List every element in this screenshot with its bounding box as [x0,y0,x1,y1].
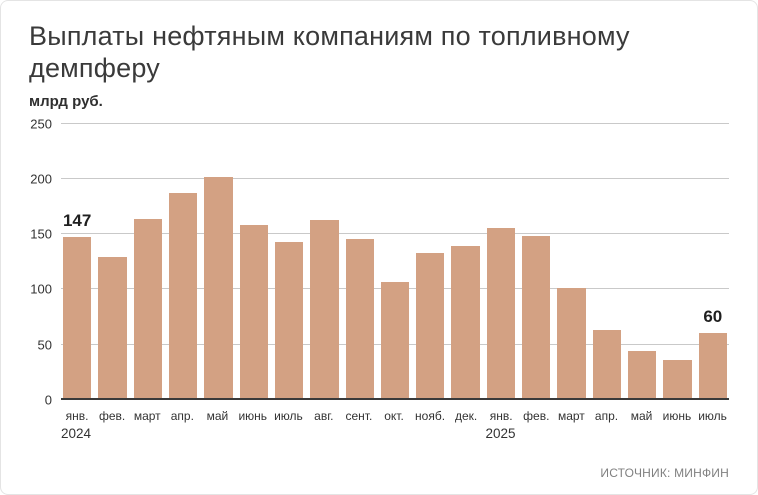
bar [416,252,445,400]
bar-slot [274,124,304,400]
bars: 147 60 [61,124,729,400]
x-axis-labels: янв. фев. март апр. май июнь июль авг. сент. окт.… [61,409,729,423]
x-tick-label: июнь [662,408,692,423]
bar-slot [133,124,162,400]
x-tick-label: окт. [384,408,404,423]
bar [451,246,480,400]
unit-label: млрд руб. [29,92,103,110]
bar-slot [557,124,586,400]
bar-slot [168,124,198,400]
bar-chart: 147 60 0 50 100 150 200 250 [30,116,729,407]
gridline [61,233,729,235]
bar [663,359,692,400]
x-tick-label: июнь [238,408,268,423]
x-tick-label: авг. [314,408,334,423]
x-tick-label: март [133,408,161,423]
bar [628,351,657,400]
bar-slot [345,124,374,400]
y-tick-label: 50 [37,337,52,353]
bar [592,330,621,400]
bar [168,193,198,400]
bar-slot [416,124,445,400]
bar [274,241,304,400]
y-tick-label: 0 [44,392,52,408]
bar-value-label: 147 [62,211,92,231]
x-tick-label: янв. [489,408,513,423]
bar [522,236,551,400]
year-labels: 2024 2025 [61,426,729,444]
x-tick-label: апр. [594,408,619,423]
bar-slot: 60 [698,124,727,400]
x-tick-label: июль [698,408,727,423]
bar-slot [380,124,410,400]
bar-slot [239,124,268,400]
bar [557,288,586,400]
x-axis-line [61,397,729,400]
bar-value-label: 60 [703,307,723,327]
y-tick-label: 150 [30,226,52,242]
bar-slot [204,124,233,400]
bar [239,225,268,400]
bar [380,281,410,400]
bar-slot [628,124,657,400]
x-tick-label: сент. [345,408,373,423]
bar [204,176,233,400]
y-tick-label: 250 [30,116,52,132]
y-tick-label: 200 [30,171,52,187]
bar [310,219,339,400]
bar [133,218,162,400]
bar-slot [592,124,621,400]
x-tick-label: нояб. [415,408,446,423]
bar-slot [98,124,127,400]
bar-slot [522,124,551,400]
bar-slot: 147 [63,124,91,400]
bar-slot [310,124,339,400]
x-tick-label: апр. [170,408,194,423]
x-tick-label: дек. [454,408,478,423]
year-label: 2024 [61,425,92,441]
bar [63,237,92,400]
bar [486,227,516,400]
bar-slot [663,124,692,400]
x-tick-label: май [206,408,229,423]
gridline [61,122,729,124]
x-tick-label: фев. [523,408,550,423]
bar [98,257,127,400]
bar [345,238,374,400]
x-tick-label: март [557,408,585,423]
bar [698,333,727,400]
page-title: Выплаты нефтяным компаниям по топливному… [29,21,630,83]
x-tick-label: фев. [99,408,126,423]
source-label: ИСТОЧНИК: МИНФИН [600,466,729,480]
x-tick-label: июль [274,408,303,423]
gridline [61,177,729,179]
bar-slot [451,124,480,400]
bar-slot [486,124,516,400]
x-tick-label: май [630,408,653,423]
y-tick-label: 100 [30,281,52,297]
year-label: 2025 [485,425,516,441]
x-tick-label: янв. [65,408,89,423]
